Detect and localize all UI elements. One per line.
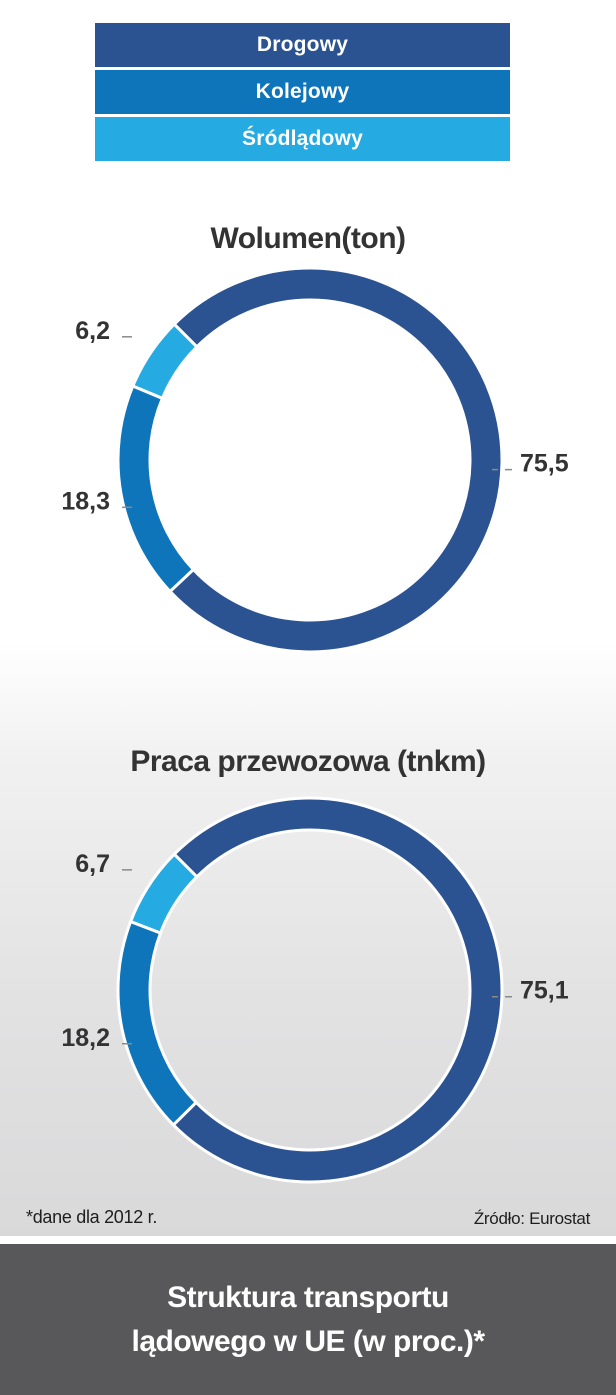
donut-slice-drogowy	[171, 796, 504, 1184]
donut-slice-drogowy	[167, 266, 504, 654]
footer-title-line1: Struktura transportu	[167, 1280, 449, 1314]
chart-title-volume: Wolumen(ton)	[210, 222, 406, 255]
footer-title: Struktura transportu lądowego w UE (w pr…	[0, 1244, 616, 1395]
footnote-note: *dane dla 2012 r.	[26, 1207, 158, 1227]
legend-item-drogowy: Drogowy	[95, 23, 510, 67]
data-label-kolejowy: 18,2	[61, 1024, 110, 1052]
donut-chart-transport-work: 75,1 18,2 6,7	[61, 796, 569, 1184]
footer-title-line2: lądowego w UE (w proc.)*	[131, 1324, 485, 1358]
donut-slice-srodladowy	[130, 322, 199, 401]
footnote-source: Źródło: Eurostat	[473, 1209, 590, 1228]
data-label-srodladowy: 6,7	[75, 850, 110, 878]
data-label-kolejowy: 18,3	[61, 487, 110, 515]
data-label-srodladowy: 6,2	[75, 317, 110, 345]
chart-title-transport-work: Praca przewozowa (tnkm)	[130, 745, 486, 778]
donut-chart-volume: 75,5 18,3 6,2	[61, 266, 569, 654]
donut-slice-kolejowy	[116, 919, 199, 1128]
data-label-drogowy: 75,5	[520, 450, 569, 478]
footer-divider	[0, 1236, 616, 1244]
donut-slice-srodladowy	[128, 852, 199, 935]
legend-item-srodladowy: Śródlądowy	[95, 117, 510, 161]
data-label-drogowy: 75,1	[520, 977, 569, 1005]
donut-slice-kolejowy	[116, 384, 196, 594]
legend-item-kolejowy: Kolejowy	[95, 70, 510, 114]
